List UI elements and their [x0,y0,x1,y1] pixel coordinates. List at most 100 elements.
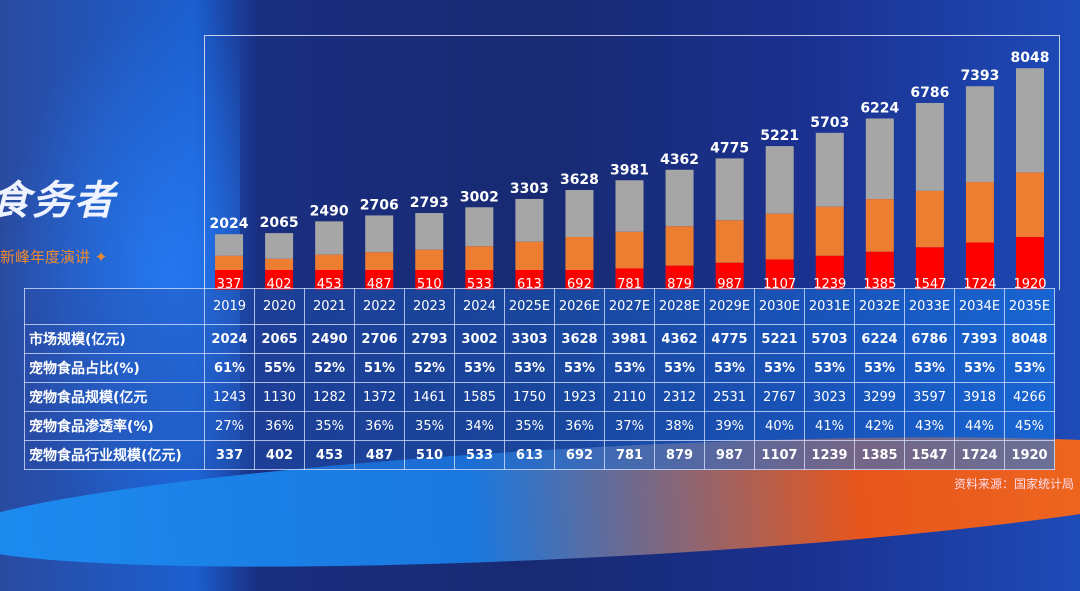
table-cell: 1547 [904,440,955,470]
bar-industry [1015,237,1044,290]
bar-market [365,215,394,253]
year-header: 2030E [754,288,805,325]
year-header: 2022 [354,288,405,325]
table-cell: 61% [204,353,255,383]
table-row: 市场规模(亿元) 2024 2065 2490 2706 2793 3002 3303 3628… [24,324,1055,354]
bar-industry [415,270,444,290]
year-header: 2029E [704,288,755,325]
table-cell: 1239 [804,440,855,470]
table-cell: 2312 [654,382,705,412]
bar-pet-food [515,241,544,270]
bar-industry [965,242,994,290]
table-cell: 1923 [554,382,605,412]
table-cell: 51% [354,353,405,383]
table-cell: 487 [354,440,405,470]
bar-market [765,146,794,214]
table-cell: 2767 [754,382,805,412]
year-header: 2028E [654,288,705,325]
total-label: 5703 [810,115,849,131]
table-cell: 45% [1004,411,1055,441]
table-cell: 35% [304,411,355,441]
table-cell: 5703 [804,324,855,354]
bar-market [565,190,594,238]
table-cell: 53% [504,353,555,383]
bar-market [865,118,894,200]
table-cell: 53% [804,353,855,383]
table-row: 宠物食品占比(%) 61% 55% 52% 51% 52% 53% 53% 53% 53% 53% 5… [24,353,1055,383]
table-cell: 44% [954,411,1005,441]
table-cell: 879 [654,440,705,470]
data-table: 2019 2020 2021 2022 2023 2024 2025E 2026E 2027E 2… [24,288,1055,470]
table-cell: 1461 [404,382,455,412]
total-label: 5221 [760,128,799,144]
table-cell: 42% [854,411,905,441]
table-row: 宠物食品行业规模(亿元) 337 402 453 487 510 533 613 692 781 8… [24,440,1055,470]
total-label: 3981 [610,162,649,178]
stacked-bar-chart: 2024337206540224904532706487279351030025… [215,50,1050,290]
year-header: 2023 [404,288,455,325]
total-label: 2065 [260,215,299,231]
table-cell: 4362 [654,324,705,354]
table-cell: 37% [604,411,655,441]
table-cell: 2706 [354,324,405,354]
row-label: 宠物食品规模(亿元 [24,382,205,412]
bar-market [915,102,944,191]
year-header: 2021 [304,288,355,325]
year-header: 2019 [204,288,255,325]
bar-market [1015,68,1044,173]
total-label: 8048 [1011,50,1050,66]
table-cell: 8048 [1004,324,1055,354]
table-cell: 53% [854,353,905,383]
bar-pet-food [865,199,894,252]
table-cell: 337 [204,440,255,470]
table-cell: 3981 [604,324,655,354]
table-cell: 53% [654,353,705,383]
bar-industry [565,270,594,290]
table-cell: 781 [604,440,655,470]
table-cell: 2490 [304,324,355,354]
table-cell: 53% [904,353,955,383]
table-cell: 4775 [704,324,755,354]
bar-pet-food [815,206,844,256]
total-label: 6224 [860,100,899,116]
table-cell: 1385 [854,440,905,470]
bar-industry [915,247,944,290]
total-label: 4775 [710,140,749,156]
table-cell: 27% [204,411,255,441]
bar-industry [265,270,294,290]
bar-market [315,221,344,255]
table-cell: 613 [504,440,555,470]
bar-market [815,132,844,207]
year-header: 2032E [854,288,905,325]
table-cell: 1282 [304,382,355,412]
table-cell: 4266 [1004,382,1055,412]
row-label: 宠物食品行业规模(亿元) [24,440,205,470]
table-cell: 453 [304,440,355,470]
bar-pet-food [615,231,644,269]
table-cell: 52% [404,353,455,383]
table-cell: 38% [654,411,705,441]
bar-industry [715,262,744,290]
table-cell: 1750 [504,382,555,412]
table-cell: 53% [704,353,755,383]
year-header: 2027E [604,288,655,325]
table-cell: 40% [754,411,805,441]
bar-market [215,234,244,256]
bar-market [665,169,694,227]
table-cell: 3628 [554,324,605,354]
bar-market [615,180,644,232]
bar-pet-food [665,226,694,266]
bar-market [265,233,294,259]
total-label: 2793 [410,195,449,211]
table-cell: 55% [254,353,305,383]
table-cell: 2531 [704,382,755,412]
bar-pet-food [415,249,444,270]
year-header: 2034E [954,288,1005,325]
header-blank [24,288,205,325]
table-cell: 533 [454,440,505,470]
bar-pet-food [365,252,394,270]
year-header: 2024 [454,288,505,325]
table-cell: 3002 [454,324,505,354]
source-note: 资料来源：国家统计局 [953,477,1074,491]
bar-pet-food [265,258,294,270]
